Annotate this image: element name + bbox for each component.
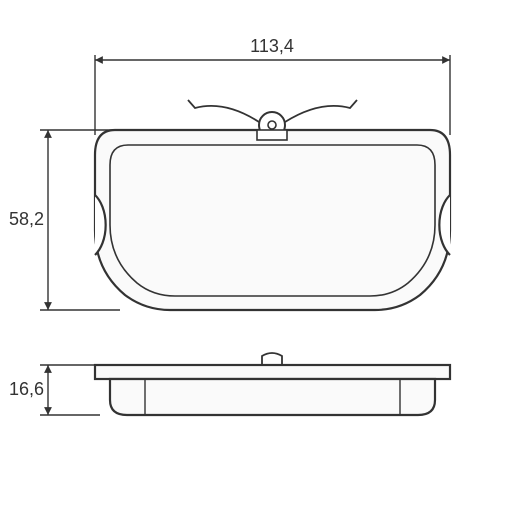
dimension-thickness-label: 16,6 — [9, 379, 44, 399]
dimension-thickness: 16,6 — [9, 365, 100, 415]
brake-pad-front — [95, 100, 450, 310]
dimension-width-label: 113,4 — [250, 36, 294, 56]
dimension-height-label: 58,2 — [9, 209, 44, 229]
brake-pad-side — [95, 353, 450, 415]
